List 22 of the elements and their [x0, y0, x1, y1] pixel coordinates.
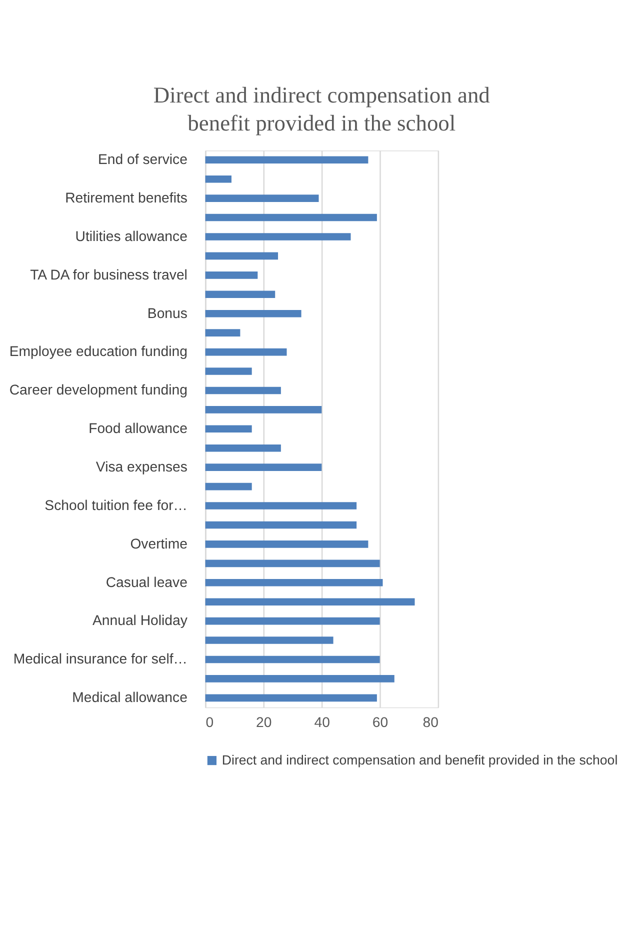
x-tick-label: 80	[422, 714, 439, 730]
x-tick-label: 60	[372, 714, 388, 730]
x-tick-label: 40	[314, 714, 330, 730]
y-tick-label: Overtime	[130, 535, 188, 552]
y-tick-label: Utilities allowance	[75, 228, 188, 244]
y-tick-label: Casual leave	[106, 574, 188, 590]
y-tick-label: TA DA for business travel	[30, 266, 188, 282]
x-tick-label: 0	[206, 714, 214, 730]
y-tick-label: Visa expenses	[96, 458, 188, 474]
chart-title: Direct and indirect compensation and benefit provided in the school	[153, 82, 490, 136]
y-tick-label: Bonus	[147, 304, 188, 321]
y-tick-label: Medical insurance for self…	[13, 650, 188, 667]
x-tick-label: 20	[256, 714, 272, 730]
y-tick-label: Career development funding	[9, 382, 188, 398]
legend-label: Direct and indirect compensation and benefit provided in the school	[222, 752, 618, 768]
y-tick-label: Employee education funding	[9, 343, 188, 360]
y-tick-label: Retirement benefits	[65, 189, 188, 206]
y-tick-label: Food allowance	[88, 420, 188, 436]
y-tick-label: Annual Holiday	[92, 612, 188, 628]
y-tick-label: End of service	[98, 151, 188, 168]
y-tick-label: School tuition fee for…	[44, 496, 188, 513]
y-tick-label: Medical allowance	[72, 689, 188, 706]
